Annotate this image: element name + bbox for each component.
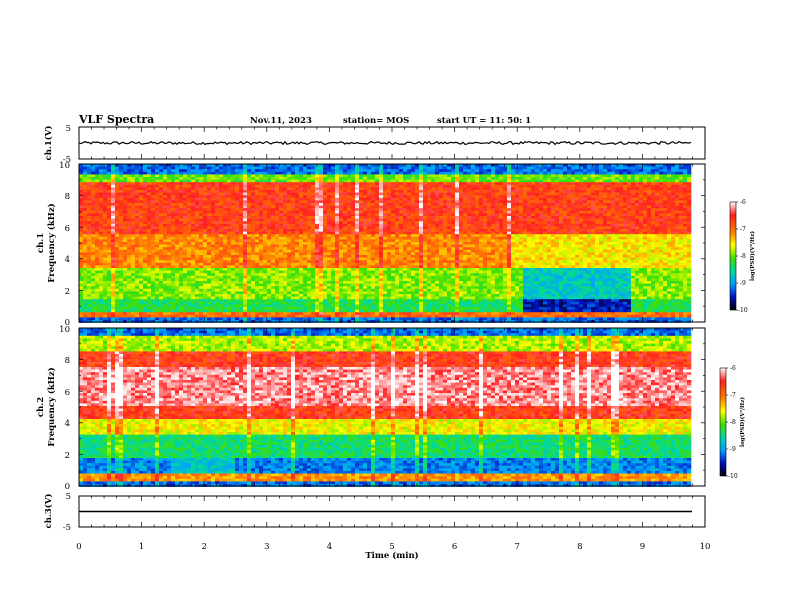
- ch2-cb-tick-6: -6: [730, 365, 736, 372]
- xtick-10: 10: [700, 542, 711, 552]
- xtick-4: 4: [327, 542, 332, 552]
- ch3-ytick-top: 5: [66, 492, 71, 502]
- ch2-cb-tick-10: -10: [728, 473, 738, 480]
- ch1-cb-tick-7: -7: [740, 226, 746, 233]
- ch3-ytick-bottom: -5: [63, 523, 71, 533]
- xtick-6: 6: [452, 542, 457, 552]
- ch1-cb-tick-10: -10: [738, 307, 748, 314]
- date-label: Nov.11, 2023: [250, 116, 312, 126]
- xtick-9: 9: [640, 542, 645, 552]
- ch1-waveform-panel: ch.1(V) 5 -5: [43, 124, 705, 165]
- ch1-spectrogram-ylabel-line1: ch.1: [36, 233, 46, 253]
- ch2-ytick-4: 4: [65, 419, 70, 429]
- ch1-spectrogram-image: [79, 164, 691, 323]
- ch1-spectrogram-panel: ch.1 Frequency (kHz) 0 2 4 6 8 10: [36, 161, 705, 328]
- ch2-ytick-8: 8: [65, 356, 70, 366]
- station-label: station= MOS: [343, 116, 409, 126]
- ch2-cb-tick-9: -9: [730, 446, 736, 453]
- ch1-waveform-ylabel: ch.1(V): [43, 126, 54, 161]
- ch2-ytick-10: 10: [59, 325, 70, 335]
- ch2-colorbar: -6 -7 -8 -9 -10 log(PSD)(V²/Hz): [720, 365, 746, 480]
- ch2-cb-tick-8: -8: [730, 419, 736, 426]
- xtick-2: 2: [201, 542, 206, 552]
- figure-title: VLF Spectra: [78, 113, 154, 126]
- ch2-ytick-6: 6: [65, 388, 70, 398]
- ch1-cb-tick-8: -8: [740, 253, 746, 260]
- ch2-spectrogram-image: [79, 328, 691, 487]
- start-time-label: start UT = 11: 50: 1: [437, 116, 531, 126]
- ch2-colorbar-label: log(PSD)(V²/Hz): [739, 397, 746, 447]
- ch2-ytick-0: 0: [65, 482, 70, 492]
- ch3-waveform-ylabel: ch.3(V): [43, 494, 54, 529]
- ch1-ytick-4: 4: [65, 255, 70, 265]
- ch1-ytick-top: 5: [66, 124, 71, 134]
- xtick-8: 8: [577, 542, 582, 552]
- ch2-spectrogram-panel: ch.2 Frequency (kHz) 0 2 4 6 8 10: [36, 325, 705, 492]
- xtick-3: 3: [264, 542, 269, 552]
- xtick-7: 7: [514, 542, 519, 552]
- ch1-ytick-8: 8: [65, 192, 70, 202]
- ch1-colorbar-gradient: [730, 202, 736, 310]
- ch1-waveform-trace: [79, 142, 691, 145]
- ch2-cb-tick-7: -7: [730, 392, 736, 399]
- x-axis: 0 1 2 3 4 5 6 7 8 9 10 Time (min): [76, 542, 710, 561]
- x-axis-label: Time (min): [365, 550, 418, 561]
- ch1-cb-tick-9: -9: [740, 280, 746, 287]
- ch1-colorbar: -6 -7 -8 -9 -10 log(PSD)(V²/Hz): [730, 199, 756, 314]
- ch1-ytick-10: 10: [59, 161, 70, 171]
- ch1-ytick-6: 6: [65, 224, 70, 234]
- ch2-spectrogram-ylabel-line1: ch.2: [36, 397, 46, 417]
- ch1-spectrogram-ylabel-line2: Frequency (kHz): [46, 203, 57, 282]
- ch2-colorbar-gradient: [720, 368, 726, 476]
- ch2-ytick-2: 2: [65, 451, 70, 461]
- ch1-cb-tick-6: -6: [740, 199, 746, 206]
- ch1-colorbar-label: log(PSD)(V²/Hz): [749, 231, 756, 281]
- xtick-1: 1: [139, 542, 144, 552]
- ch1-ytick-2: 2: [65, 287, 70, 297]
- ch3-waveform-panel: ch.3(V) 5 -5: [43, 492, 705, 533]
- ch2-spectrogram-ylabel-line2: Frequency (kHz): [46, 367, 57, 446]
- xtick-0: 0: [76, 542, 81, 552]
